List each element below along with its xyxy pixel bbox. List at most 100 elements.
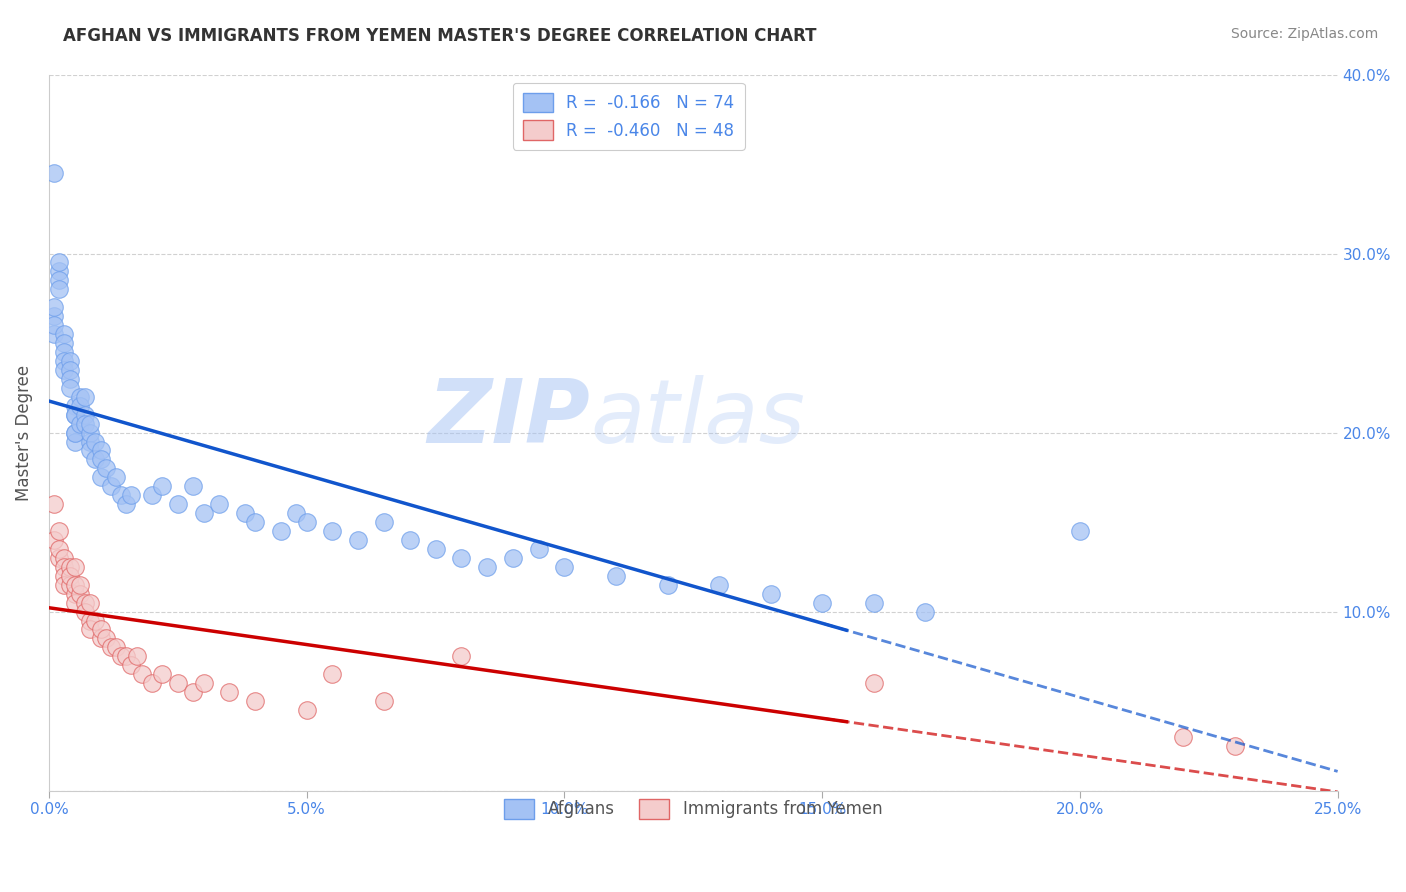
Point <box>63 399 86 413</box>
Point <box>84 434 107 449</box>
Point <box>58 354 80 368</box>
Point <box>58 381 80 395</box>
Point <box>373 515 395 529</box>
Point <box>73 390 96 404</box>
Point <box>450 649 472 664</box>
Point <box>475 559 498 574</box>
Point <box>42 166 65 180</box>
Point <box>94 461 117 475</box>
Point <box>502 550 524 565</box>
Text: ZIP: ZIP <box>427 375 591 462</box>
Point <box>811 596 834 610</box>
Point <box>166 497 188 511</box>
Point <box>120 658 142 673</box>
Point <box>69 390 91 404</box>
Point <box>208 497 231 511</box>
Point <box>79 417 101 431</box>
Point <box>193 676 215 690</box>
Point <box>79 614 101 628</box>
Point <box>707 578 730 592</box>
Point <box>58 568 80 582</box>
Point <box>84 452 107 467</box>
Point <box>53 336 76 351</box>
Point <box>181 685 204 699</box>
Point <box>89 470 111 484</box>
Point <box>42 309 65 323</box>
Point <box>295 515 318 529</box>
Point <box>218 685 240 699</box>
Point <box>89 623 111 637</box>
Point <box>193 506 215 520</box>
Point <box>53 354 76 368</box>
Point <box>79 623 101 637</box>
Point <box>69 578 91 592</box>
Point <box>73 605 96 619</box>
Point <box>73 596 96 610</box>
Point <box>373 694 395 708</box>
Point <box>141 488 163 502</box>
Point <box>1223 739 1246 753</box>
Point <box>759 587 782 601</box>
Point <box>450 550 472 565</box>
Point <box>862 596 884 610</box>
Y-axis label: Master's Degree: Master's Degree <box>15 365 32 500</box>
Point <box>425 541 447 556</box>
Point <box>48 282 70 296</box>
Point <box>270 524 292 538</box>
Point <box>657 578 679 592</box>
Point <box>69 587 91 601</box>
Point <box>48 541 70 556</box>
Point <box>131 667 153 681</box>
Text: AFGHAN VS IMMIGRANTS FROM YEMEN MASTER'S DEGREE CORRELATION CHART: AFGHAN VS IMMIGRANTS FROM YEMEN MASTER'S… <box>63 27 817 45</box>
Point <box>53 550 76 565</box>
Point <box>63 578 86 592</box>
Point <box>63 434 86 449</box>
Point <box>48 524 70 538</box>
Point <box>42 300 65 314</box>
Point <box>53 363 76 377</box>
Point <box>79 596 101 610</box>
Point <box>48 264 70 278</box>
Point <box>100 479 122 493</box>
Point <box>69 417 91 431</box>
Point <box>1171 730 1194 744</box>
Point <box>115 497 138 511</box>
Point <box>321 524 343 538</box>
Point <box>347 533 370 547</box>
Point <box>110 649 132 664</box>
Point <box>63 596 86 610</box>
Point <box>527 541 550 556</box>
Point <box>63 587 86 601</box>
Point <box>84 614 107 628</box>
Point <box>94 632 117 646</box>
Point <box>58 363 80 377</box>
Point <box>58 372 80 386</box>
Point <box>63 425 86 440</box>
Point <box>100 640 122 655</box>
Point <box>79 425 101 440</box>
Point <box>166 676 188 690</box>
Point <box>862 676 884 690</box>
Point <box>1069 524 1091 538</box>
Point <box>243 515 266 529</box>
Point <box>150 667 173 681</box>
Point <box>115 649 138 664</box>
Point <box>42 327 65 342</box>
Point <box>110 488 132 502</box>
Point <box>73 408 96 422</box>
Point <box>398 533 420 547</box>
Point <box>150 479 173 493</box>
Point <box>181 479 204 493</box>
Point <box>53 568 76 582</box>
Point <box>73 417 96 431</box>
Point <box>914 605 936 619</box>
Text: Source: ZipAtlas.com: Source: ZipAtlas.com <box>1230 27 1378 41</box>
Point <box>321 667 343 681</box>
Point <box>89 443 111 458</box>
Point <box>63 425 86 440</box>
Point <box>53 559 76 574</box>
Point <box>58 578 80 592</box>
Point <box>63 559 86 574</box>
Point <box>63 408 86 422</box>
Point <box>79 434 101 449</box>
